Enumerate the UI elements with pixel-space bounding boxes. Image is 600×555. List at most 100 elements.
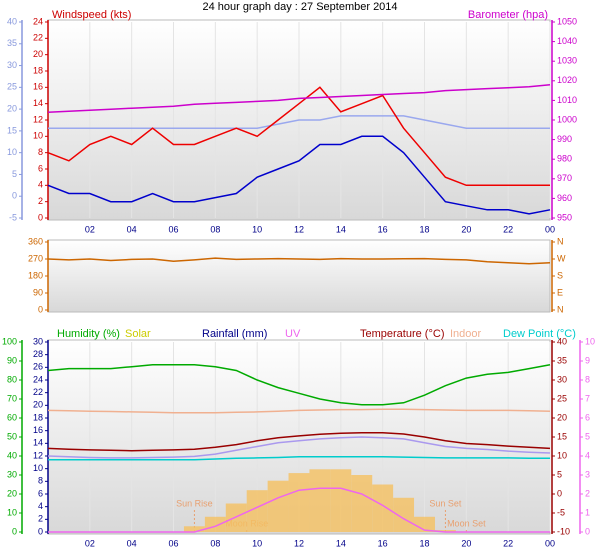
y-tick-label: 960: [557, 193, 572, 203]
y-tick-label: 16: [33, 82, 43, 92]
y-tick-label: 0: [38, 212, 43, 222]
y-tick-label: 60: [7, 412, 17, 422]
y-tick-label: -5: [9, 212, 17, 222]
y-tick-label: 35: [557, 355, 567, 365]
solar-bar: [330, 469, 352, 532]
y-tick-label: 50: [7, 431, 17, 441]
x-tick-label: 14: [336, 224, 346, 234]
y-tick-label: 26: [33, 362, 43, 372]
x-tick-label: 16: [378, 538, 388, 548]
y-tick-label: 5: [12, 169, 17, 179]
x-tick-label: 08: [210, 224, 220, 234]
y-tick-label: 6: [585, 412, 590, 422]
y-tick-label: 990: [557, 134, 572, 144]
series-line: [48, 456, 550, 461]
heading: Windspeed (kts): [52, 9, 131, 21]
y-tick-label: 0: [557, 488, 562, 498]
x-tick-label: 10: [252, 224, 262, 234]
y-tick-label: 20: [33, 400, 43, 410]
y-tick-label: 2: [38, 514, 43, 524]
y-tick-label: 20: [7, 103, 17, 113]
plot-area: [47, 239, 551, 313]
y-tick-label: 10: [33, 131, 43, 141]
y-tick-label: 4: [38, 501, 43, 511]
y-tick-label: 10: [585, 336, 595, 346]
solar-bar: [183, 526, 205, 532]
x-tick-label: 00: [545, 538, 555, 548]
y-tick-label: 1030: [557, 56, 577, 66]
series-line: [48, 487, 550, 533]
x-tick-label: 08: [210, 538, 220, 548]
y-tick-label: 1040: [557, 36, 577, 46]
series-line: [47, 135, 551, 215]
y-tick-label: 4: [585, 450, 590, 460]
y-tick-label: 20: [557, 412, 567, 422]
heading: Humidity (%): [57, 328, 120, 340]
y-tick-label: 950: [557, 212, 572, 222]
y-tick-label: 8: [585, 374, 590, 384]
y-tick-label: 15: [557, 431, 567, 441]
y-tick-label: 20: [33, 49, 43, 59]
y-tick-label: 5: [585, 431, 590, 441]
y-tick-label: 2: [38, 196, 43, 206]
y-tick-label: 2: [585, 488, 590, 498]
y-tick-label: 15: [7, 125, 17, 135]
solar-bar: [351, 475, 373, 532]
y-tick-label: 80: [7, 374, 17, 384]
heading: Indoor: [450, 328, 482, 340]
x-tick-label: 10: [252, 538, 262, 548]
y-tick-label: 30: [7, 469, 17, 479]
y-tick-label: S: [557, 270, 563, 280]
y-tick-label: 90: [7, 355, 17, 365]
y-tick-label: 18: [33, 65, 43, 75]
y-tick-label: E: [557, 287, 563, 297]
y-tick-label: 4: [38, 180, 43, 190]
y-tick-label: N: [557, 236, 564, 246]
y-tick-label: 10: [7, 507, 17, 517]
annotation: Moon Set: [447, 518, 486, 528]
y-tick-label: 180: [28, 270, 43, 280]
x-tick-label: 22: [503, 224, 513, 234]
y-tick-label: 14: [33, 438, 43, 448]
x-tick-label: 12: [294, 224, 304, 234]
y-tick-label: 30: [557, 374, 567, 384]
heading: Temperature (°C): [360, 328, 444, 340]
y-tick-label: 35: [7, 38, 17, 48]
heading: UV: [285, 328, 301, 340]
x-tick-label: 18: [419, 224, 429, 234]
x-tick-label: 22: [503, 538, 513, 548]
y-tick-label: 360: [28, 236, 43, 246]
y-tick-label: 8: [38, 476, 43, 486]
y-tick-label: 14: [33, 98, 43, 108]
y-tick-label: 25: [7, 82, 17, 92]
solar-bar: [372, 484, 394, 532]
x-tick-label: 04: [127, 224, 137, 234]
series-line: [48, 115, 550, 129]
y-tick-label: 0: [12, 191, 17, 201]
y-tick-label: 1050: [557, 16, 577, 26]
y-tick-label: 0: [585, 526, 590, 536]
solar-bar: [309, 469, 331, 532]
y-tick-label: 10: [7, 147, 17, 157]
series-line: [47, 83, 551, 113]
y-tick-label: 24: [33, 374, 43, 384]
y-tick-label: 10: [33, 463, 43, 473]
solar-bar: [414, 516, 435, 532]
y-tick-label: 970: [557, 173, 572, 183]
y-tick-label: 40: [557, 336, 567, 346]
y-tick-label: 1020: [557, 75, 577, 85]
y-tick-label: 1010: [557, 95, 577, 105]
y-tick-label: 5: [557, 469, 562, 479]
x-tick-label: 02: [85, 538, 95, 548]
solar-bar: [393, 497, 415, 532]
y-tick-label: 18: [33, 412, 43, 422]
annotation: Sun Rise: [176, 498, 213, 508]
x-tick-label: 04: [127, 538, 137, 548]
y-tick-label: 0: [38, 304, 43, 314]
series-line: [47, 364, 551, 406]
y-tick-label: 90: [33, 287, 43, 297]
y-tick-label: 10: [557, 450, 567, 460]
y-tick-label: 0: [38, 526, 43, 536]
y-tick-label: 3: [585, 469, 590, 479]
y-tick-label: 7: [585, 393, 590, 403]
